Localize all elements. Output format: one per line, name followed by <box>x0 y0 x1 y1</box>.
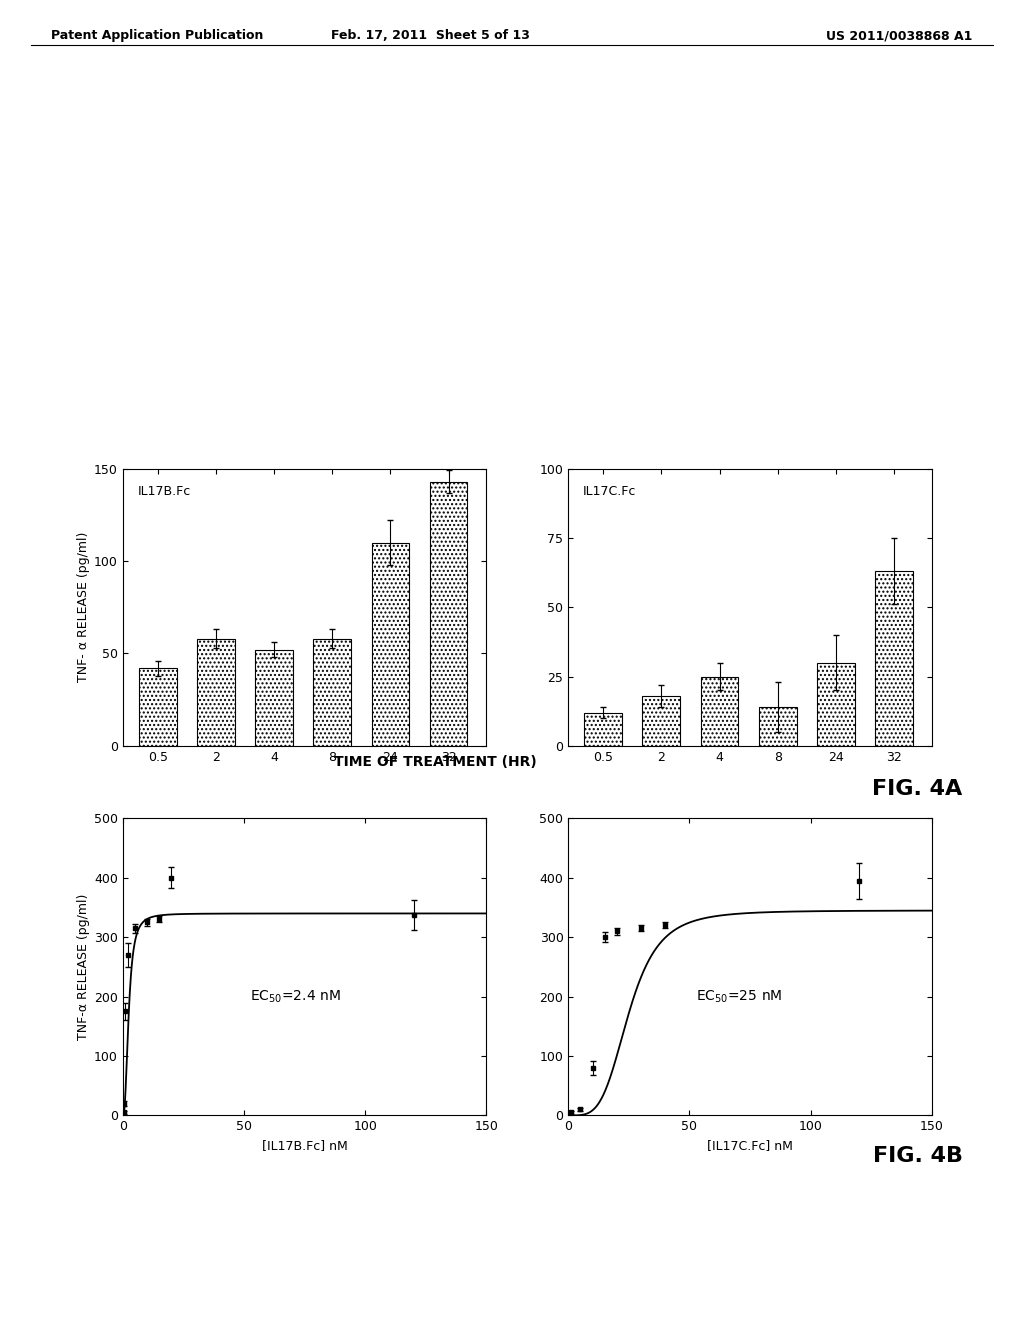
X-axis label: [IL17B.Fc] nM: [IL17B.Fc] nM <box>262 1139 347 1152</box>
Text: EC$_{50}$=2.4 nM: EC$_{50}$=2.4 nM <box>250 989 341 1005</box>
Text: EC$_{50}$=25 nM: EC$_{50}$=25 nM <box>695 989 782 1005</box>
Bar <box>255 649 293 746</box>
Text: IL17C.Fc: IL17C.Fc <box>583 486 636 498</box>
Bar <box>817 663 855 746</box>
Bar <box>759 708 797 746</box>
Y-axis label: TNF-α RELEASE (pg/ml): TNF-α RELEASE (pg/ml) <box>77 894 90 1040</box>
Text: TIME OF TREATMENT (HR): TIME OF TREATMENT (HR) <box>334 755 537 770</box>
Bar <box>372 543 410 746</box>
Bar <box>139 668 177 746</box>
Text: FIG. 4B: FIG. 4B <box>872 1146 963 1166</box>
Text: Feb. 17, 2011  Sheet 5 of 13: Feb. 17, 2011 Sheet 5 of 13 <box>331 29 529 42</box>
Bar <box>430 482 468 746</box>
Text: US 2011/0038868 A1: US 2011/0038868 A1 <box>826 29 973 42</box>
Text: FIG. 4A: FIG. 4A <box>872 779 963 799</box>
Y-axis label: TNF- α RELEASE (pg/ml): TNF- α RELEASE (pg/ml) <box>77 532 90 682</box>
Bar <box>642 696 680 746</box>
Bar <box>876 572 913 746</box>
Text: IL17B.Fc: IL17B.Fc <box>137 486 190 498</box>
Bar <box>585 713 623 746</box>
Text: Patent Application Publication: Patent Application Publication <box>51 29 263 42</box>
Bar <box>197 639 234 746</box>
Bar <box>313 639 351 746</box>
Bar <box>700 676 738 746</box>
X-axis label: [IL17C.Fc] nM: [IL17C.Fc] nM <box>708 1139 793 1152</box>
